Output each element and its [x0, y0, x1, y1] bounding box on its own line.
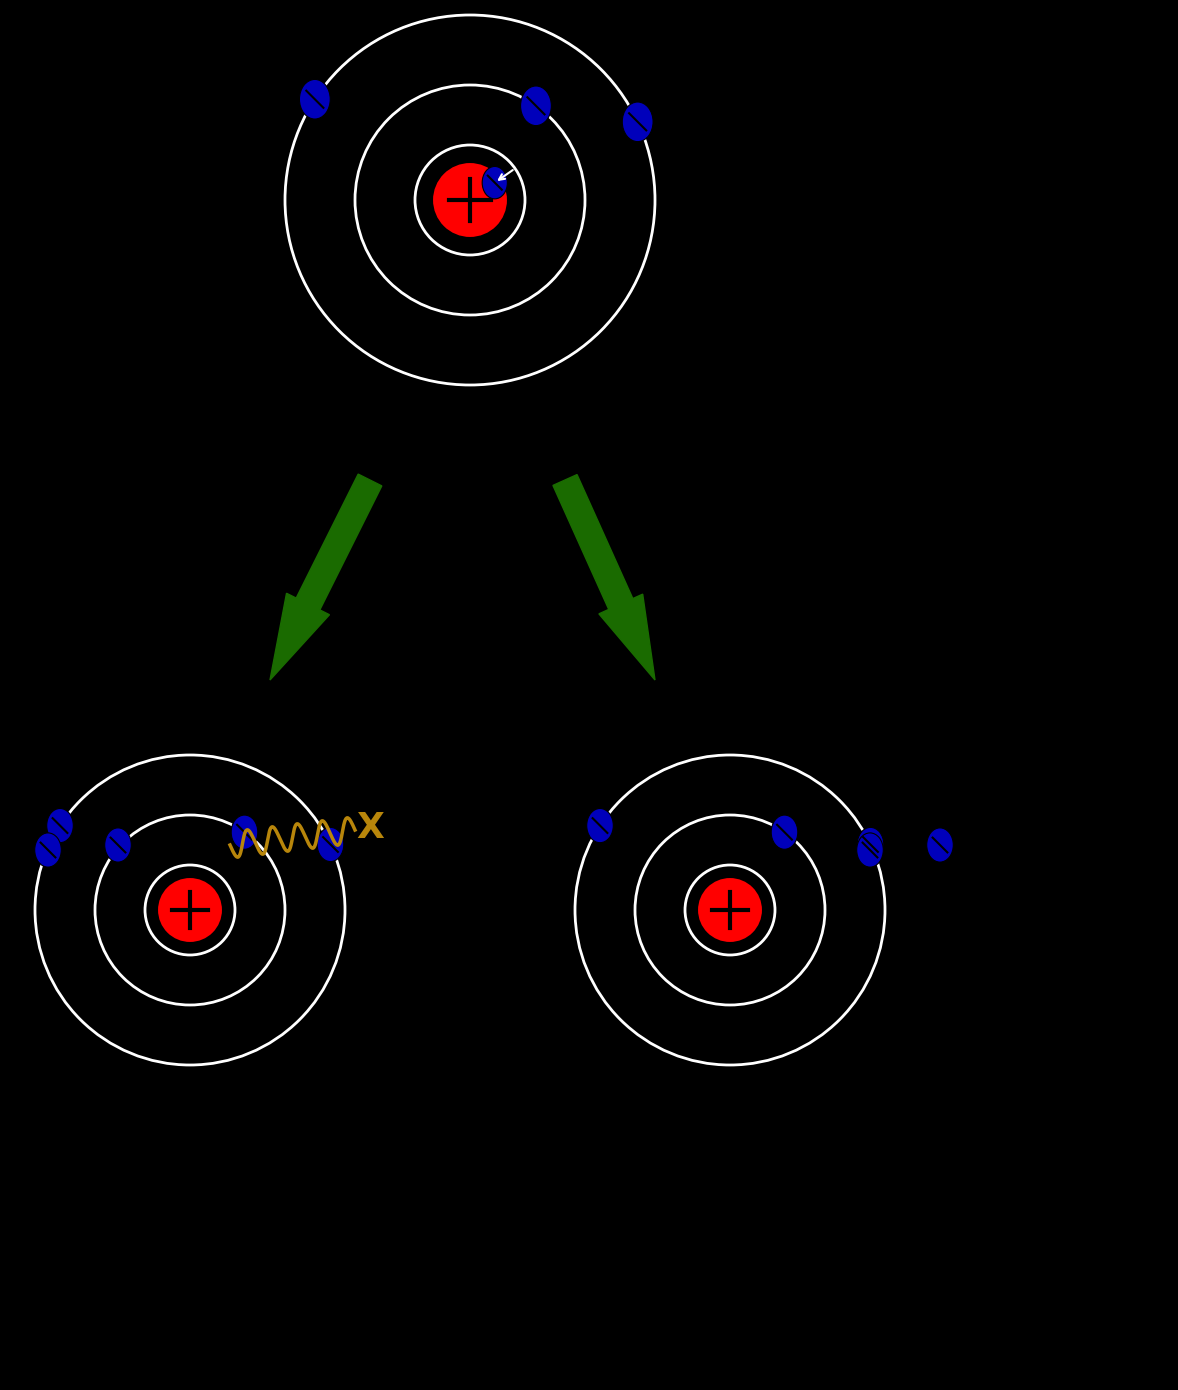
Ellipse shape — [299, 79, 330, 120]
Ellipse shape — [482, 167, 508, 199]
Circle shape — [157, 877, 223, 942]
Ellipse shape — [622, 101, 653, 142]
Circle shape — [432, 163, 508, 238]
Ellipse shape — [521, 86, 551, 125]
Ellipse shape — [105, 828, 131, 862]
Circle shape — [697, 877, 763, 942]
Ellipse shape — [927, 828, 953, 862]
Ellipse shape — [231, 815, 258, 849]
Ellipse shape — [34, 833, 61, 867]
Ellipse shape — [47, 809, 73, 842]
Text: X: X — [356, 810, 384, 845]
Ellipse shape — [858, 827, 884, 862]
Polygon shape — [270, 474, 382, 680]
Ellipse shape — [587, 809, 614, 842]
Ellipse shape — [317, 827, 344, 862]
Ellipse shape — [772, 815, 798, 849]
Polygon shape — [552, 474, 655, 680]
Ellipse shape — [856, 833, 884, 867]
